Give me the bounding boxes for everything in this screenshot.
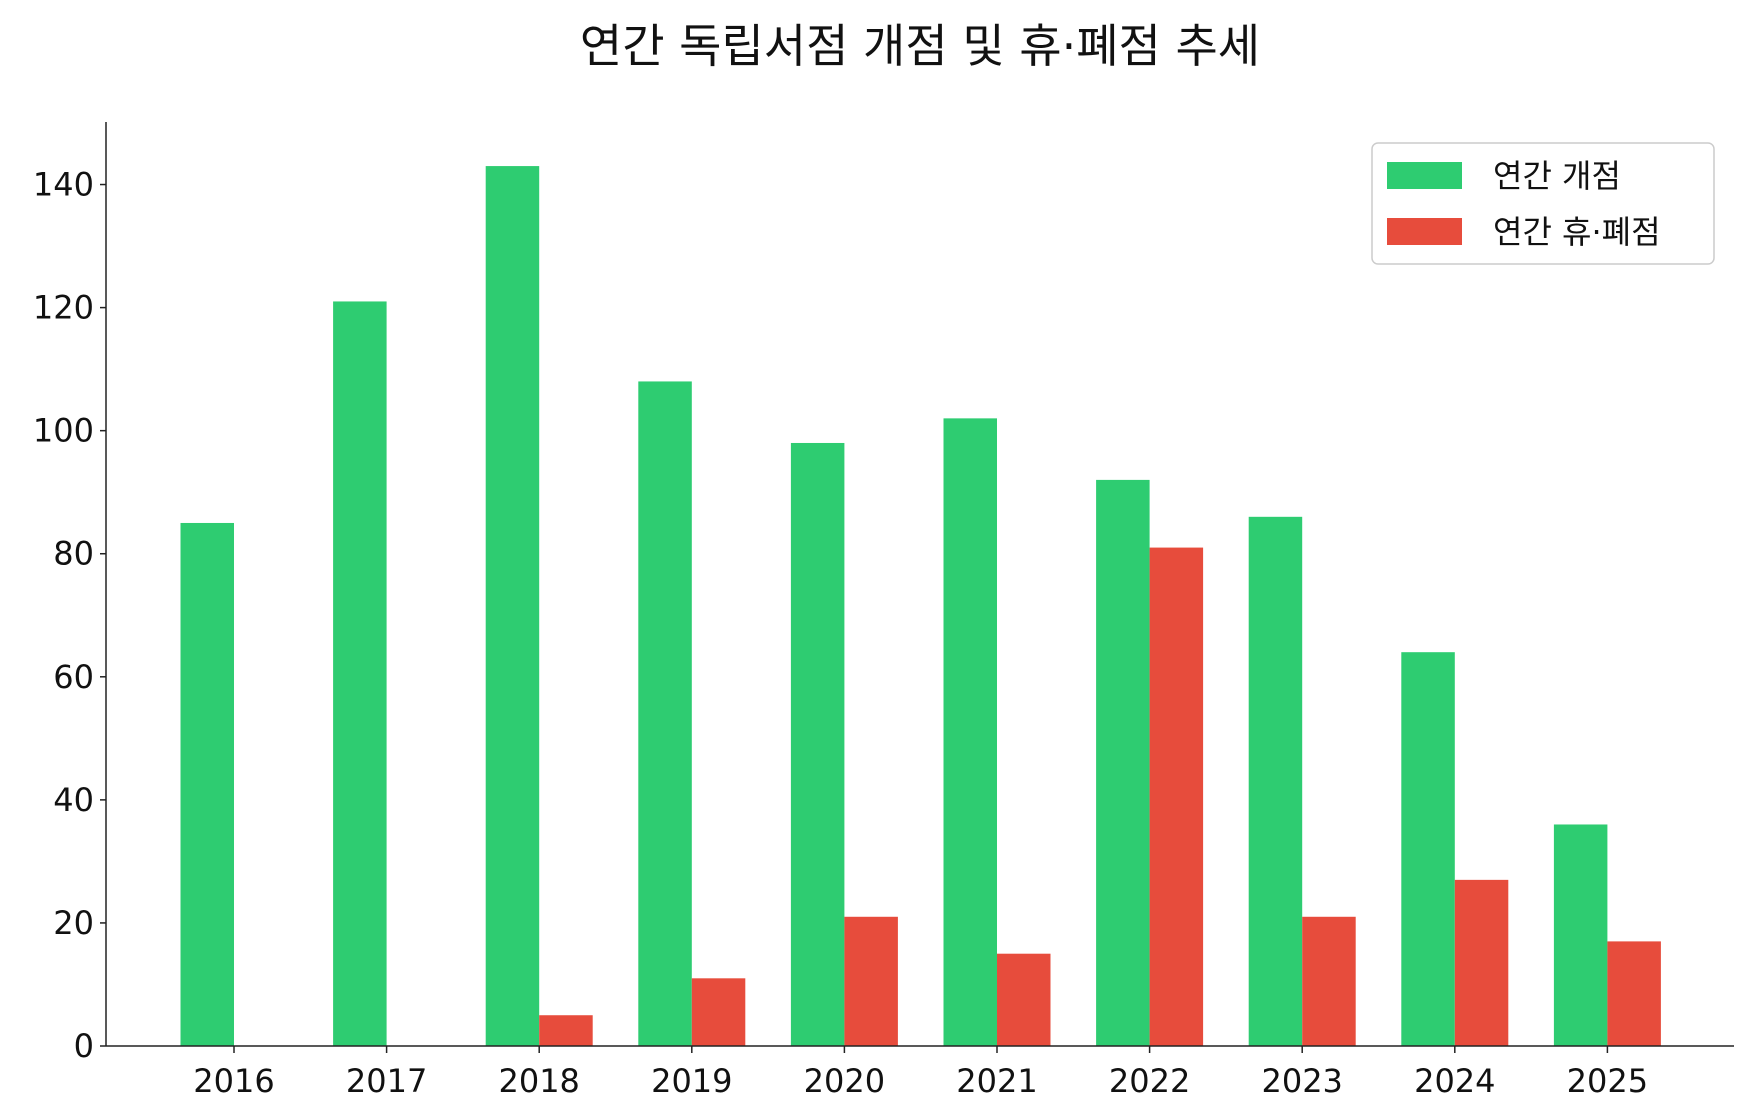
x-tick-label: 2016 (193, 1062, 274, 1100)
close-bar-2024 (1454, 879, 1509, 1046)
open-bar-2016 (180, 522, 234, 1046)
chart-title: 연간 독립서점 개점 및 휴·폐점 추세 (580, 19, 1260, 73)
y-tick-label: 60 (53, 658, 94, 696)
open-bar-2024 (1401, 652, 1455, 1046)
close-bar-2021 (997, 953, 1051, 1046)
y-tick-label: 40 (53, 781, 94, 819)
y-tick-label: 100 (33, 412, 94, 450)
close-bar-2019 (691, 978, 746, 1046)
x-tick-label: 2023 (1261, 1062, 1342, 1100)
legend-swatch (1387, 162, 1462, 189)
x-tick-label: 2025 (1567, 1062, 1648, 1100)
x-tick-label: 2017 (346, 1062, 427, 1100)
close-bar-2025 (1607, 941, 1661, 1046)
legend-label: 연간 개점 (1493, 157, 1621, 195)
open-bar-2025 (1553, 824, 1608, 1046)
close-bar-2023 (1302, 916, 1356, 1046)
y-tick-label: 80 (53, 535, 94, 573)
x-tick-label: 2022 (1109, 1062, 1190, 1100)
x-tick-label: 2020 (804, 1062, 885, 1100)
legend-label: 연간 휴·폐점 (1493, 213, 1661, 251)
open-bar-2019 (638, 381, 692, 1046)
x-tick-label: 2021 (956, 1062, 1037, 1100)
open-bar-2018 (485, 166, 540, 1046)
close-bar-2018 (539, 1015, 593, 1046)
open-bar-2022 (1096, 479, 1150, 1047)
open-bar-2017 (333, 301, 387, 1046)
open-bar-2021 (943, 418, 997, 1046)
y-tick-label: 20 (53, 904, 94, 942)
y-tick-label: 0 (74, 1027, 94, 1065)
x-tick-label: 2018 (498, 1062, 579, 1100)
x-tick-label: 2019 (651, 1062, 732, 1100)
x-tick-label: 2024 (1414, 1062, 1495, 1100)
y-tick-label: 120 (33, 289, 94, 327)
legend-swatch (1387, 218, 1462, 245)
close-bar-2022 (1149, 547, 1204, 1046)
open-bar-2023 (1248, 516, 1303, 1046)
close-bar-2020 (844, 916, 898, 1046)
y-tick-label: 140 (33, 166, 94, 204)
open-bar-2020 (790, 442, 845, 1046)
